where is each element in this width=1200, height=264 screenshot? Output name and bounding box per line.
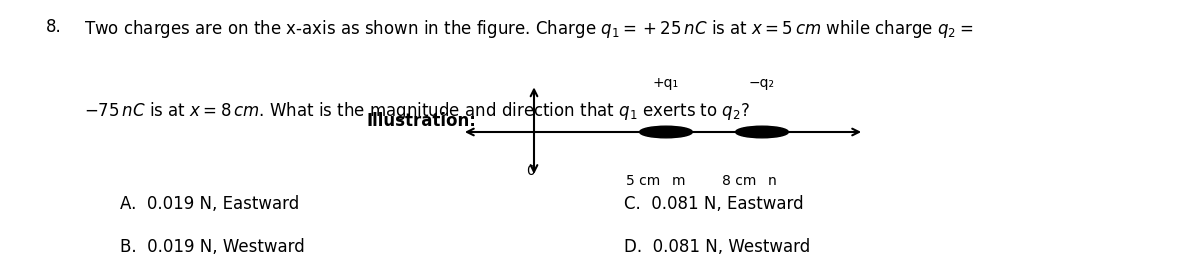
Text: A.  0.019 N, Eastward: A. 0.019 N, Eastward (120, 195, 299, 213)
Text: m: m (672, 174, 685, 188)
Text: Illustration:: Illustration: (366, 112, 476, 130)
Text: 8.: 8. (46, 18, 61, 36)
Text: −q₂: −q₂ (749, 76, 775, 90)
Text: n: n (768, 174, 776, 188)
Text: 8 cm: 8 cm (721, 174, 756, 188)
Text: +q₁: +q₁ (653, 76, 679, 90)
Text: B.  0.019 N, Westward: B. 0.019 N, Westward (120, 238, 305, 256)
Text: 0: 0 (526, 164, 535, 178)
Text: C.  0.081 N, Eastward: C. 0.081 N, Eastward (624, 195, 804, 213)
Text: D.  0.081 N, Westward: D. 0.081 N, Westward (624, 238, 810, 256)
Text: Two charges are on the x-axis as shown in the figure. Charge $q_1 = +25\,nC$ is : Two charges are on the x-axis as shown i… (84, 18, 973, 40)
Text: 5 cm: 5 cm (625, 174, 660, 188)
Text: $-75\,nC$ is at $x = 8\,cm$. What is the magnitude and direction that $q_1$ exer: $-75\,nC$ is at $x = 8\,cm$. What is the… (84, 100, 750, 122)
